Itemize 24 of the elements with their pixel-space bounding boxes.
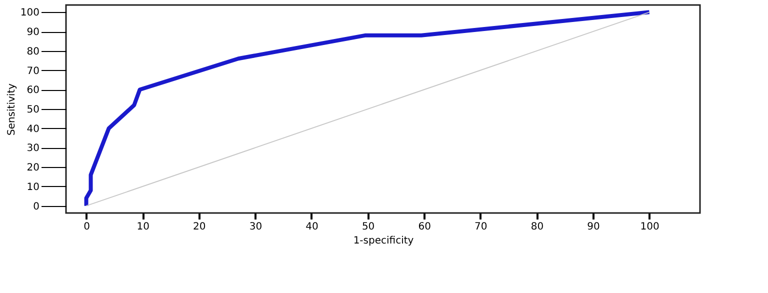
x-axis-title: 1-specificity [353,236,414,246]
x-tick-label: 100 [640,222,660,232]
y-tick-label: 80 [26,46,40,58]
y-tick-label: 90 [26,27,40,38]
y-tick-label: 70 [26,66,40,77]
x-tick-label: 90 [587,222,600,232]
x-tick-label: 80 [530,222,544,232]
x-tick-label: 70 [474,222,488,232]
y-tick-label: 100 [20,8,40,19]
y-tick-label: 0 [33,201,40,212]
x-tick-label: 30 [249,222,262,232]
x-tick-label: 0 [84,222,90,232]
x-tick-label: 40 [306,222,318,232]
y-tick-label: 10 [26,182,40,193]
y-tick-label: 60 [26,85,40,96]
y-tick-label: 50 [26,104,40,116]
y-tick-label: 20 [26,162,40,174]
x-tick-label: 50 [362,222,375,232]
x-tick-label: 60 [418,222,431,232]
y-axis-title: Sensitivity [6,83,18,136]
y-tick-label: 40 [26,124,40,135]
x-tick-label: 20 [193,222,206,232]
y-tick-label: 30 [26,143,40,154]
x-tick-label: 10 [136,222,150,232]
